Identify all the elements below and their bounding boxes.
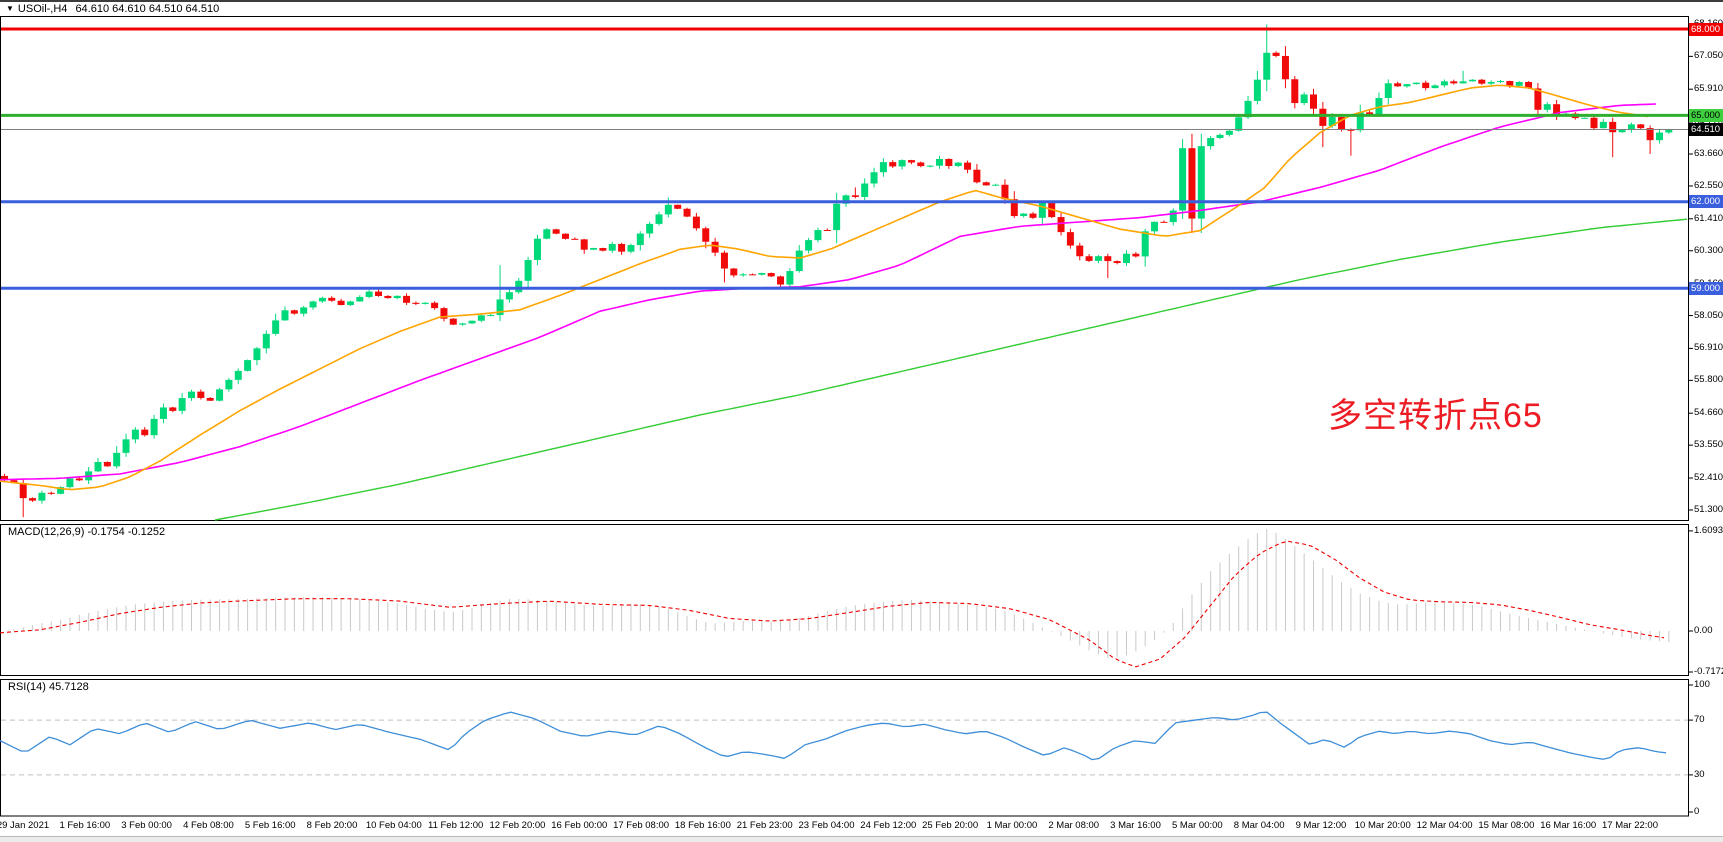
rsi-axis-label: 30 <box>1694 768 1705 780</box>
price-axis-label: 56.910 <box>1694 342 1723 354</box>
rsi-axis-label: 100 <box>1694 679 1710 690</box>
main-panel-frame <box>0 16 1689 521</box>
price-axis-label: 54.660 <box>1694 407 1723 419</box>
macd-values: -0.1754 -0.1252 <box>87 526 166 538</box>
time-axis[interactable] <box>0 817 1688 835</box>
chart-title-bar: ▼ USOil-,H4 64.610 64.610 64.510 64.510 <box>6 3 219 15</box>
collapse-triangle-icon[interactable]: ▼ <box>6 4 14 13</box>
time-label: 10 Mar 20:00 <box>1354 820 1411 831</box>
macd-name: MACD(12,26,9) <box>8 526 85 538</box>
time-label: 25 Feb 20:00 <box>922 820 979 831</box>
ma-fast-orange[interactable] <box>0 84 1649 491</box>
horizontal-levels-layer <box>1 27 1688 290</box>
rsi-header: RSI(14) 45.7128 <box>8 681 89 693</box>
time-label: 23 Feb 04:00 <box>798 820 855 831</box>
time-label: 3 Feb 00:00 <box>121 820 172 831</box>
price-badge-62.000: 62.000 <box>1689 195 1723 209</box>
price-axis-label: 62.550 <box>1694 179 1723 191</box>
time-label: 5 Mar 00:00 <box>1171 820 1223 831</box>
price-axis-label: 51.300 <box>1694 503 1723 515</box>
ma-mid-magenta[interactable] <box>0 103 1657 481</box>
time-label: 24 Feb 12:00 <box>860 820 917 831</box>
price-axis-label: 53.550 <box>1694 439 1723 451</box>
price-axis-label: 58.050 <box>1694 309 1723 321</box>
time-label: 11 Feb 12:00 <box>427 820 484 831</box>
time-label: 12 Feb 20:00 <box>489 820 546 831</box>
ohlc-values: 64.610 64.610 64.510 64.510 <box>75 3 220 15</box>
candles-layer <box>1 24 1673 518</box>
bottom-strip <box>0 836 1723 842</box>
time-label: 4 Feb 08:00 <box>183 820 234 831</box>
price-axis-label: 65.910 <box>1694 83 1723 95</box>
rsi-name: RSI(14) <box>8 681 46 693</box>
time-label: 9 Mar 12:00 <box>1295 820 1347 831</box>
price-axis-label: 61.410 <box>1694 212 1723 224</box>
time-label: 15 Mar 08:00 <box>1478 820 1535 831</box>
price-badge-64.510: 64.510 <box>1689 123 1723 136</box>
time-label: 10 Feb 04:00 <box>365 820 422 831</box>
time-label: 8 Feb 20:00 <box>306 820 358 831</box>
macd-histogram <box>4 529 1670 659</box>
rsi-panel-frame <box>0 679 1689 817</box>
price-axis-label: 55.800 <box>1694 374 1723 386</box>
annotation-text: 多空转折点65 <box>1328 397 1543 435</box>
price-badge-59.000: 59.000 <box>1689 281 1723 295</box>
rsi-axis-label: 70 <box>1694 714 1705 726</box>
time-label: 16 Mar 16:00 <box>1540 820 1597 831</box>
rsi-value: 45.7128 <box>48 681 89 693</box>
macd-axis-label: -0.7172 <box>1694 666 1723 677</box>
window-top-border <box>0 0 1723 2</box>
time-label: 17 Feb 08:00 <box>613 820 670 831</box>
time-label: 1 Mar 00:00 <box>986 820 1038 831</box>
price-badge-68.000: 68.000 <box>1689 22 1723 36</box>
price-axis-label: 63.660 <box>1694 147 1723 159</box>
time-label: 29 Jan 2021 <box>0 820 50 831</box>
symbol-timeframe-label: USOil-,H4 <box>17 3 68 15</box>
time-label: 5 Feb 16:00 <box>244 820 296 831</box>
time-label: 18 Feb 16:00 <box>674 820 731 831</box>
price-axis[interactable] <box>1689 16 1723 816</box>
macd-axis-label: 0.00 <box>1694 625 1713 636</box>
time-label: 16 Feb 00:00 <box>551 820 608 831</box>
time-label: 8 Mar 04:00 <box>1233 820 1285 831</box>
rsi-line <box>0 711 1667 761</box>
price-badge-65.000: 65.000 <box>1689 108 1723 122</box>
macd-signal-line <box>0 540 1665 668</box>
time-label: 21 Feb 23:00 <box>736 820 793 831</box>
time-label: 3 Mar 16:00 <box>1110 820 1161 831</box>
macd-axis-label: 1.6093 <box>1694 524 1723 536</box>
price-axis-label: 52.410 <box>1694 471 1723 483</box>
time-label: 12 Mar 04:00 <box>1416 820 1473 831</box>
rsi-axis-label: 0 <box>1694 806 1700 817</box>
moving-averages-layer <box>0 84 1688 521</box>
macd-panel-frame <box>0 524 1689 676</box>
price-axis-label: 60.300 <box>1694 244 1723 256</box>
time-label: 1 Feb 16:00 <box>59 820 111 831</box>
price-axis-label: 67.050 <box>1694 50 1723 62</box>
macd-header: MACD(12,26,9) -0.1754 -0.1252 <box>8 526 165 538</box>
time-label: 17 Mar 22:00 <box>1602 820 1658 831</box>
time-label: 2 Mar 08:00 <box>1048 820 1100 831</box>
ma-slow-green[interactable] <box>214 218 1688 521</box>
